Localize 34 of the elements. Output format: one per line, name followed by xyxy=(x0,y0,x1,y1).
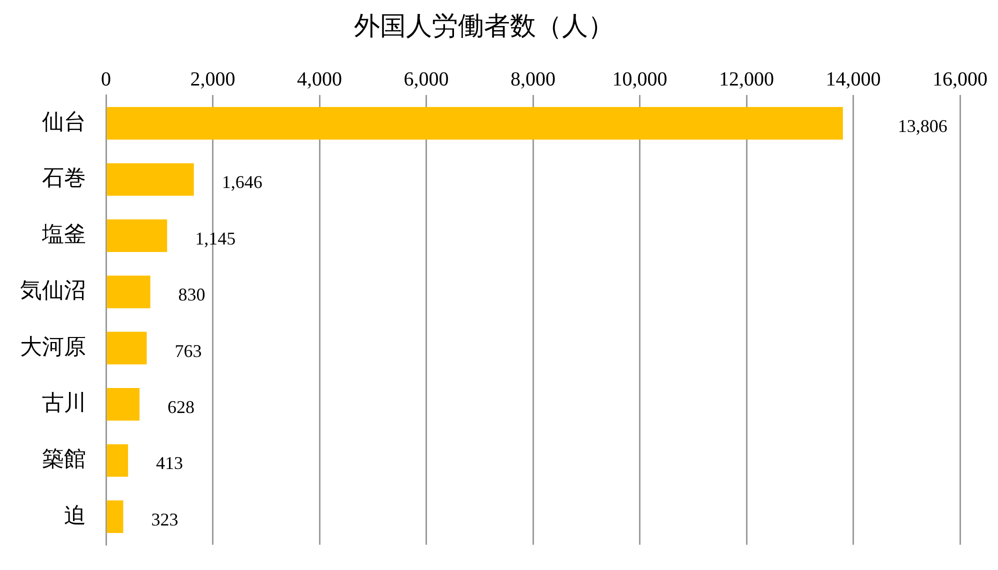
x-tick-label: 10,000 xyxy=(612,68,668,90)
bar xyxy=(106,332,147,364)
y-tick-label: 大河原 xyxy=(20,334,86,360)
bar xyxy=(106,107,843,140)
data-label: 1,145 xyxy=(195,228,236,248)
y-tick-label: 迫 xyxy=(64,503,86,528)
data-label: 628 xyxy=(168,397,195,418)
chart-title: 外国人労働者数（人） xyxy=(354,11,614,42)
data-label: 323 xyxy=(151,509,178,530)
x-tick-label: 16,000 xyxy=(932,68,988,90)
bar xyxy=(106,276,150,308)
data-label: 13,806 xyxy=(898,116,948,136)
data-label: 830 xyxy=(178,284,206,305)
y-tick-label: 築館 xyxy=(42,447,86,472)
bar xyxy=(106,444,128,477)
bar xyxy=(106,388,140,421)
data-label: 1,646 xyxy=(222,172,262,192)
bar xyxy=(106,219,168,252)
y-tick-label: 仙台 xyxy=(42,110,86,136)
x-tick-label: 14,000 xyxy=(826,68,881,90)
x-tick-label: 0 xyxy=(101,68,111,90)
y-tick-label: 塩釜 xyxy=(41,222,86,248)
x-tick-label: 2,000 xyxy=(190,68,236,90)
y-tick-label: 古川 xyxy=(42,391,86,416)
bar xyxy=(106,500,124,533)
x-tick-label: 8,000 xyxy=(510,68,556,90)
y-tick-label: 石巻 xyxy=(42,166,86,192)
bar xyxy=(106,163,194,196)
x-tick-label: 6,000 xyxy=(404,68,449,90)
y-tick-label: 気仙沼 xyxy=(20,278,86,304)
data-label: 763 xyxy=(174,340,202,361)
x-tick-label: 4,000 xyxy=(297,68,342,90)
data-label: 413 xyxy=(156,453,184,474)
x-tick-label: 12,000 xyxy=(719,68,774,90)
